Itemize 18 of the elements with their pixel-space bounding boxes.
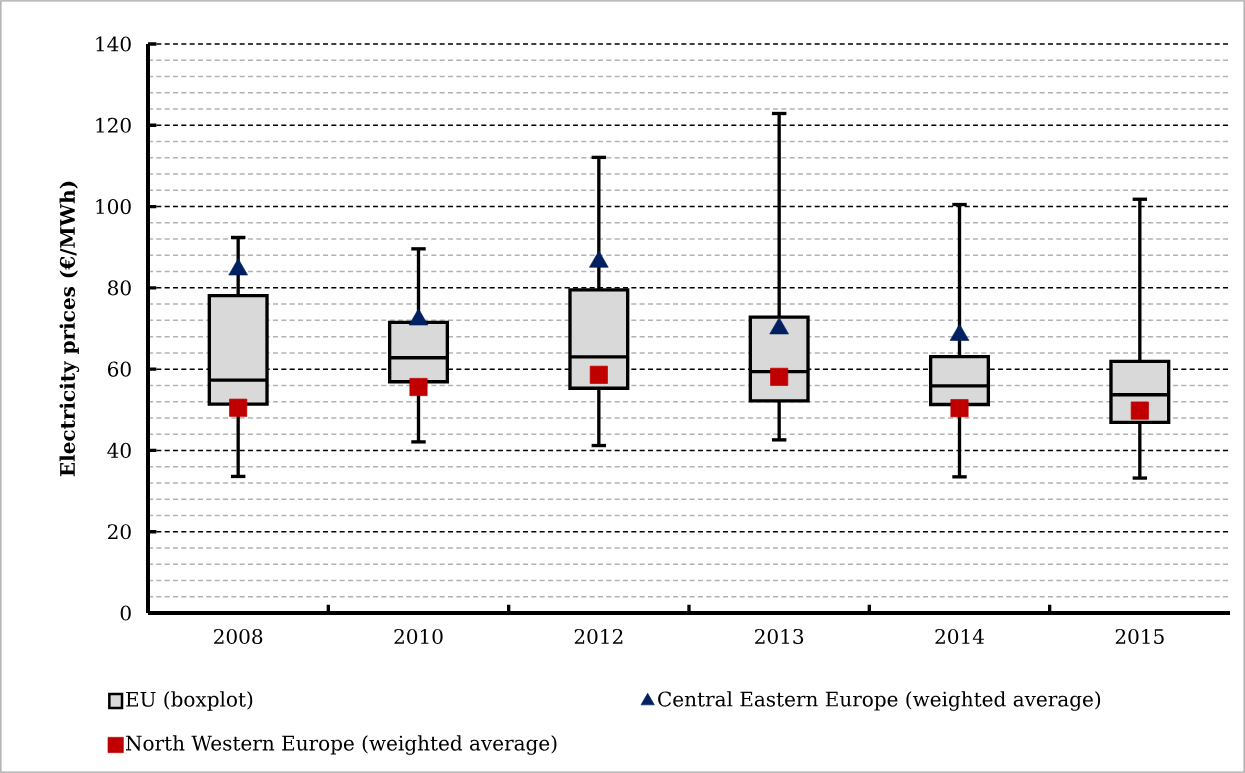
y-tick-label: 20 — [108, 524, 131, 540]
y-tick-label: 60 — [108, 361, 131, 377]
legend-label: EU (boxplot) — [126, 691, 253, 711]
legend-label: North Western Europe (weighted average) — [125, 735, 557, 755]
legend-label: Central Eastern Europe (weighted average) — [658, 691, 1101, 711]
y-tick-label: 140 — [96, 36, 131, 52]
x-tick-label: 2014 — [935, 628, 984, 645]
y-tick-label: 40 — [107, 442, 131, 458]
y-tick-label: 120 — [96, 117, 131, 133]
y-axis-title: Electricity prices (€/MWh) — [59, 181, 80, 477]
y-tick-label: 0 — [120, 605, 131, 621]
y-tick-label: 80 — [108, 280, 131, 296]
y-tick-label: 100 — [96, 199, 131, 215]
x-tick-label: 2010 — [394, 628, 443, 645]
x-tick-label: 2012 — [574, 628, 623, 645]
x-tick-label: 2015 — [1115, 628, 1164, 645]
x-tick-label: 2008 — [214, 628, 263, 645]
x-tick-label: 2013 — [755, 628, 804, 645]
